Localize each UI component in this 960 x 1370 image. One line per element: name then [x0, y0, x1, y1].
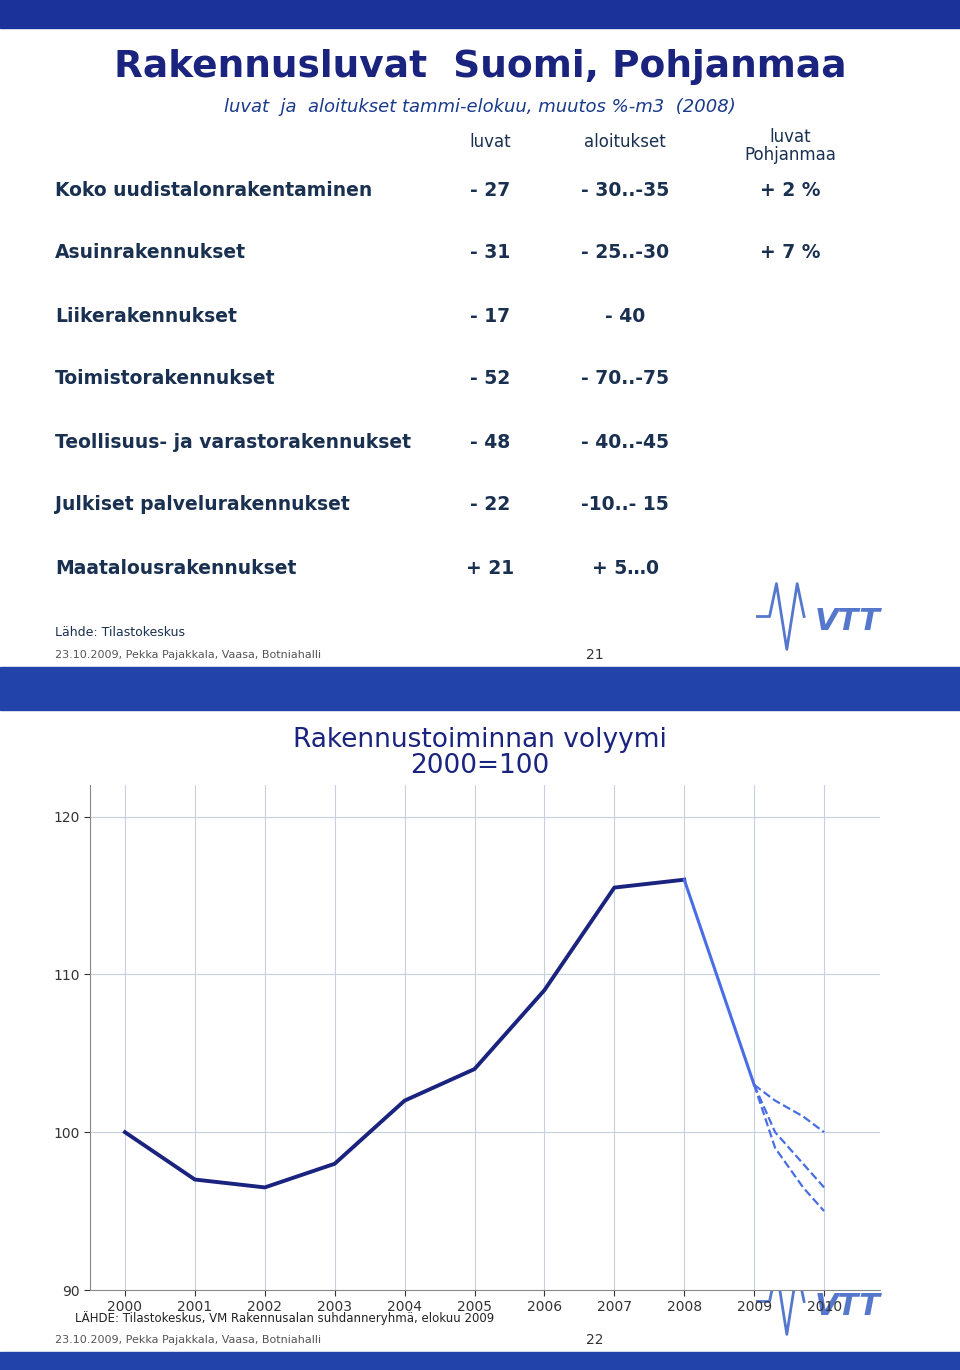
Text: Teollisuus- ja varastorakennukset: Teollisuus- ja varastorakennukset [55, 433, 411, 452]
Text: 21: 21 [587, 648, 604, 662]
Text: luvat: luvat [469, 133, 511, 151]
Text: Rakennusluvat  Suomi, Pohjanmaa: Rakennusluvat Suomi, Pohjanmaa [113, 49, 847, 85]
Text: - 25..-30: - 25..-30 [581, 244, 669, 263]
Text: 23.10.2009, Pekka Pajakkala, Vaasa, Botniahalli: 23.10.2009, Pekka Pajakkala, Vaasa, Botn… [55, 649, 322, 660]
Text: Rakennustoiminnan volyymi: Rakennustoiminnan volyymi [293, 727, 667, 754]
Text: 22: 22 [587, 1333, 604, 1347]
Text: - 30..-35: - 30..-35 [581, 181, 669, 200]
Text: Maatalousrakennukset: Maatalousrakennukset [55, 559, 297, 578]
Text: LÄHDE: Tilastokeskus, VM Rakennusalan suhdanneryhmä, elokuu 2009: LÄHDE: Tilastokeskus, VM Rakennusalan su… [75, 1311, 494, 1325]
Text: 23.10.2009, Pekka Pajakkala, Vaasa, Botniahalli: 23.10.2009, Pekka Pajakkala, Vaasa, Botn… [55, 1334, 322, 1345]
Text: Toimistorakennukset: Toimistorakennukset [55, 370, 276, 389]
Text: - 48: - 48 [469, 433, 510, 452]
Bar [0, 685, 960, 710]
Bar [0, 1352, 960, 1370]
Text: 2000=100: 2000=100 [410, 754, 550, 780]
Text: Pohjanmaa: Pohjanmaa [744, 147, 836, 164]
Text: - 22: - 22 [469, 496, 510, 515]
Text: aloitukset: aloitukset [584, 133, 666, 151]
Text: - 17: - 17 [470, 307, 510, 326]
Text: Liikerakennukset: Liikerakennukset [55, 307, 237, 326]
Text: + 7 %: + 7 % [759, 244, 820, 263]
Text: Julkiset palvelurakennukset: Julkiset palvelurakennukset [55, 496, 349, 515]
Text: Asuinrakennukset: Asuinrakennukset [55, 244, 246, 263]
Text: luvat: luvat [769, 127, 811, 147]
Text: - 40: - 40 [605, 307, 645, 326]
Text: -10..- 15: -10..- 15 [581, 496, 669, 515]
Text: + 21: + 21 [466, 559, 514, 578]
Text: + 2 %: + 2 % [759, 181, 820, 200]
Bar [0, 0, 960, 27]
Text: - 40..-45: - 40..-45 [581, 433, 669, 452]
Text: VTT: VTT [814, 1292, 880, 1322]
Text: - 31: - 31 [469, 244, 510, 263]
Text: - 52: - 52 [469, 370, 510, 389]
Text: VTT: VTT [814, 607, 880, 637]
Text: Lähde: Tilastokeskus: Lähde: Tilastokeskus [55, 626, 185, 640]
Text: Koko uudistalonrakentaminen: Koko uudistalonrakentaminen [55, 181, 372, 200]
Bar [0, 667, 960, 685]
Text: + 5…0: + 5…0 [591, 559, 659, 578]
Text: luvat  ja  aloitukset tammi-elokuu, muutos %-m3  (2008): luvat ja aloitukset tammi-elokuu, muutos… [224, 99, 736, 116]
Text: - 27: - 27 [469, 181, 510, 200]
Text: - 70..-75: - 70..-75 [581, 370, 669, 389]
